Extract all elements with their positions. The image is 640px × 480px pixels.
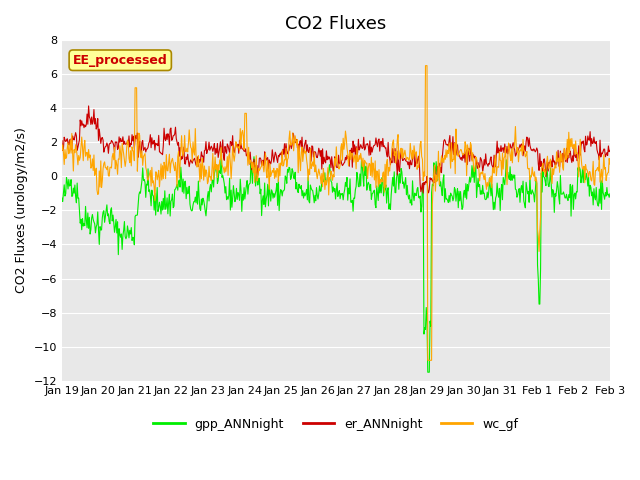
Title: CO2 Fluxes: CO2 Fluxes <box>285 15 387 33</box>
Legend: gpp_ANNnight, er_ANNnight, wc_gf: gpp_ANNnight, er_ANNnight, wc_gf <box>148 413 524 436</box>
Text: EE_processed: EE_processed <box>73 54 168 67</box>
Y-axis label: CO2 Fluxes (urology/m2/s): CO2 Fluxes (urology/m2/s) <box>15 128 28 293</box>
